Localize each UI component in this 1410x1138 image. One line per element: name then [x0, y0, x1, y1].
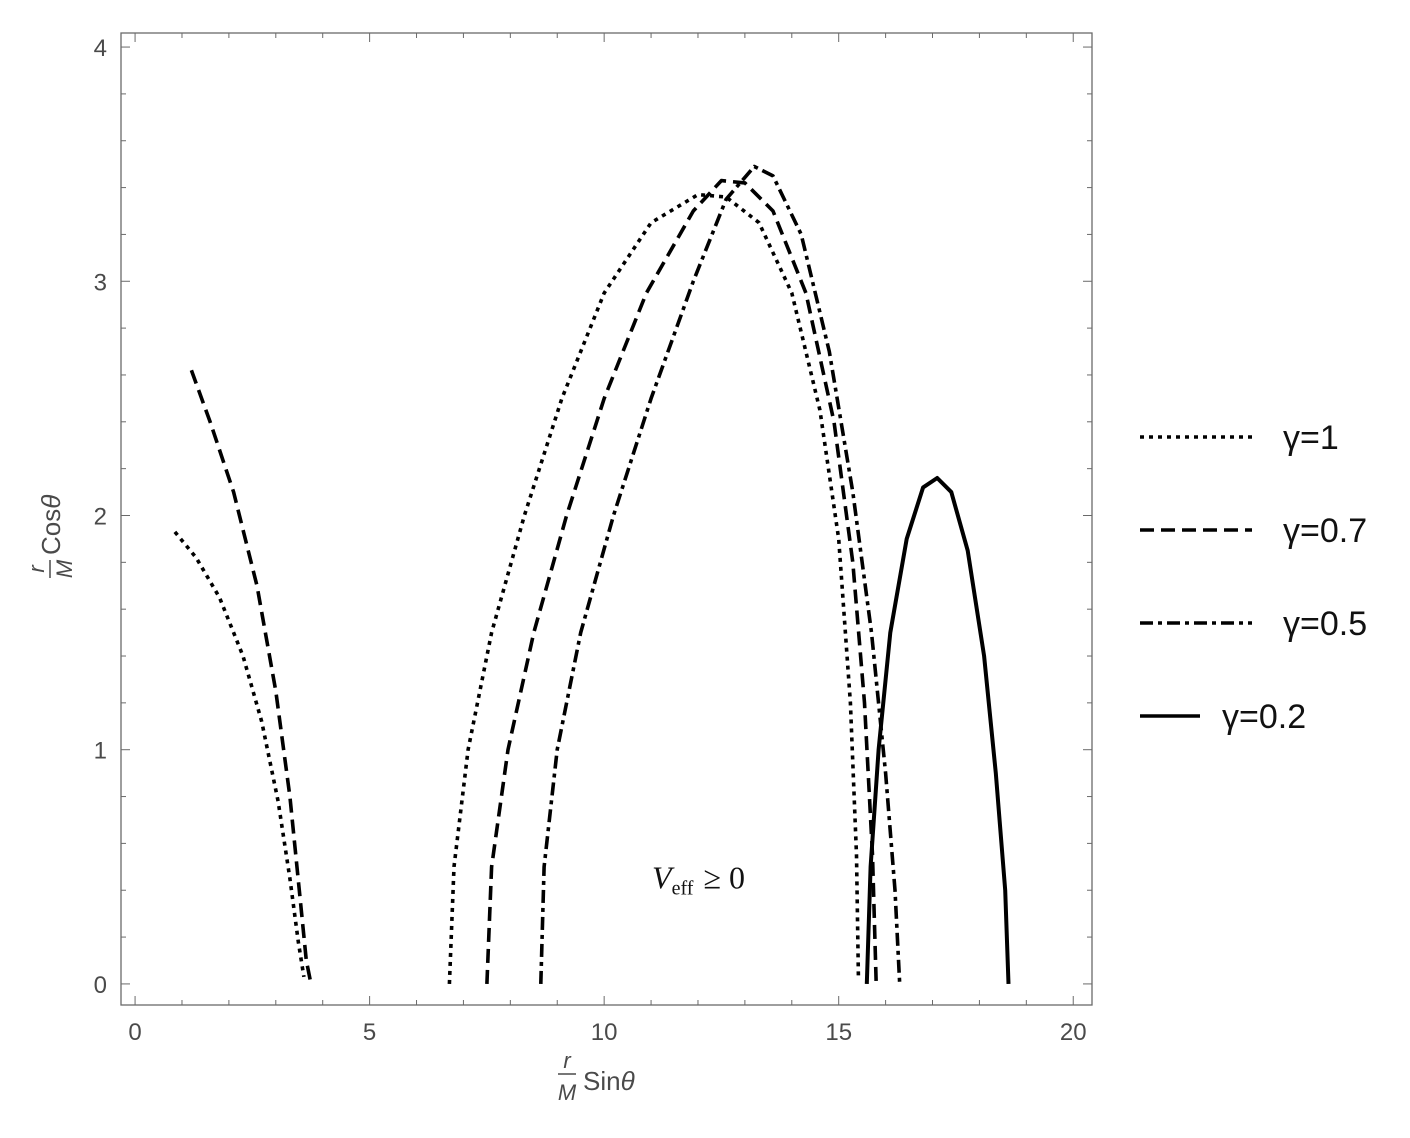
- y-label-function: Cosθ: [36, 495, 66, 555]
- legend-label: γ=0.2: [1222, 698, 1306, 736]
- legend-label: γ=1: [1283, 419, 1339, 457]
- x-tick-label: 15: [825, 1019, 852, 1046]
- y-label-numerator: r: [24, 564, 49, 573]
- series-dotted: [173, 192, 861, 984]
- series-solid: [864, 476, 1011, 984]
- x-axis-label: r M Sinθ: [558, 1048, 635, 1105]
- plot-frame: [120, 32, 1093, 1006]
- series-dashdot: [539, 164, 902, 984]
- axes: 0 5 10 15 20 0 1 2 3 4: [94, 32, 1093, 1046]
- x-label-numerator: r: [563, 1048, 572, 1073]
- y-tick-label: 4: [94, 35, 107, 62]
- x-tick-label: 0: [128, 1019, 141, 1046]
- annotation: Veff ≥ 0: [652, 860, 745, 900]
- series-line: [864, 476, 1011, 984]
- series-line: [539, 164, 902, 984]
- legend-label: γ=0.5: [1283, 605, 1367, 643]
- y-tick-label: 3: [94, 269, 107, 296]
- annotation-sub: eff: [672, 878, 694, 900]
- y-tick-label: 1: [94, 738, 107, 765]
- y-axis-label: r M Cosθ: [24, 495, 77, 579]
- legend: γ=1 γ=0.7 γ=0.5 γ=0.2: [1140, 419, 1367, 736]
- x-label-denominator: M: [558, 1080, 577, 1105]
- y-tick-label: 2: [94, 503, 107, 530]
- x-tick-label: 10: [591, 1019, 618, 1046]
- legend-label: γ=0.7: [1283, 512, 1367, 550]
- annotation-rest: ≥ 0: [703, 860, 745, 896]
- annotation-main: V: [652, 860, 675, 896]
- series-line: [485, 178, 878, 984]
- y-label-denominator: M: [52, 559, 77, 578]
- series-line: [189, 369, 313, 985]
- x-label-function: Sinθ: [583, 1066, 635, 1096]
- series-dashed: [189, 178, 878, 985]
- x-tick-label: 5: [363, 1019, 376, 1046]
- series-line: [173, 530, 306, 978]
- y-tick-label: 0: [94, 972, 107, 999]
- series-group: [173, 164, 1011, 985]
- x-tick-label: 20: [1060, 1019, 1087, 1046]
